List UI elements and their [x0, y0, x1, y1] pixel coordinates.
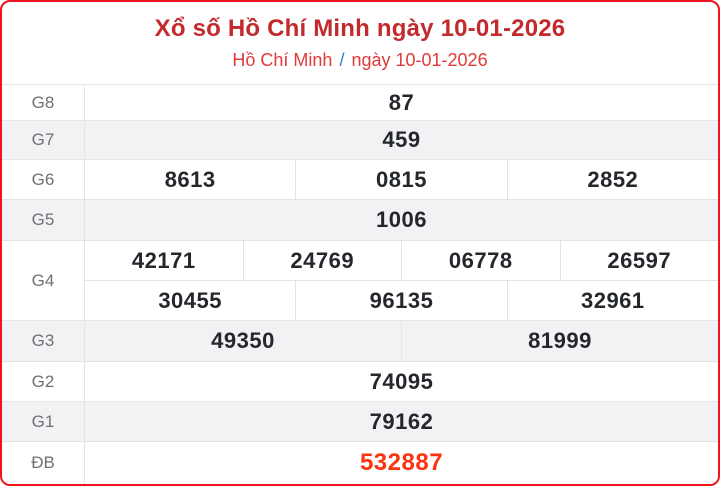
breadcrumb-separator: /: [339, 50, 345, 70]
prize-row-db: ĐB 532887: [2, 441, 718, 484]
prize-label-g6: G6: [2, 160, 85, 199]
prize-label-g7: G7: [2, 121, 85, 159]
prize-row-g4: G4 42171 24769 06778 26597 30455 96135 3…: [2, 240, 718, 320]
prize-label-g8: G8: [2, 85, 85, 120]
prize-number-g4-3: 06778: [401, 241, 560, 280]
prize-row-g2: G2 74095: [2, 361, 718, 401]
header: Xổ số Hồ Chí Minh ngày 10-01-2026 Hồ Chí…: [2, 2, 718, 84]
prize-label-g4: G4: [2, 241, 85, 320]
prize-label-g2: G2: [2, 362, 85, 401]
prize-number-g3-1: 49350: [211, 328, 275, 353]
breadcrumb: Hồ Chí Minh / ngày 10-01-2026: [232, 50, 487, 71]
prize-row-g7: G7 459: [2, 120, 718, 159]
prize-number-g6-1: 8613: [164, 166, 216, 192]
prize-number-g4-2: 24769: [242, 241, 402, 280]
prize-label-g3: G3: [2, 321, 85, 361]
prize-row-g5: G5 1006: [2, 199, 718, 240]
prize-label-g1: G1: [2, 402, 85, 441]
prize-number-g6-2: 0815: [295, 160, 506, 199]
breadcrumb-province-link[interactable]: Hồ Chí Minh: [232, 50, 333, 70]
prize-number-g4-5: 30455: [158, 287, 222, 313]
prize-row-g6: G6 8613 0815 2852: [2, 159, 718, 199]
prize-label-g5: G5: [2, 200, 85, 240]
prize-number-g3-2: 81999: [401, 321, 718, 361]
prize-number-g4-7: 32961: [506, 281, 718, 320]
prize-number-g4-4: 26597: [559, 241, 719, 280]
results-table: G8 87 G7 459 G6 8613 0815 2852 G5 1006: [2, 84, 718, 484]
breadcrumb-date-link[interactable]: ngày 10-01-2026: [351, 50, 488, 70]
prize-number-g2: 74095: [369, 368, 434, 394]
prize-number-g4-1: 42171: [131, 247, 196, 273]
page-title: Xổ số Hồ Chí Minh ngày 10-01-2026: [154, 15, 566, 42]
prize-row-g3: G3 49350 81999: [2, 320, 718, 361]
prize-number-g5: 1006: [376, 207, 427, 232]
prize-label-db: ĐB: [2, 442, 85, 484]
prize-number-g6-3: 2852: [506, 160, 718, 199]
prize-row-g8: G8 87: [2, 84, 718, 120]
prize-number-db: 532887: [359, 449, 444, 476]
prize-number-g1: 79162: [369, 408, 434, 434]
prize-number-g4-6: 96135: [295, 281, 506, 320]
prize-number-g7: 459: [382, 127, 421, 152]
prize-row-g1: G1 79162: [2, 401, 718, 441]
prize-number-g8: 87: [388, 89, 415, 115]
